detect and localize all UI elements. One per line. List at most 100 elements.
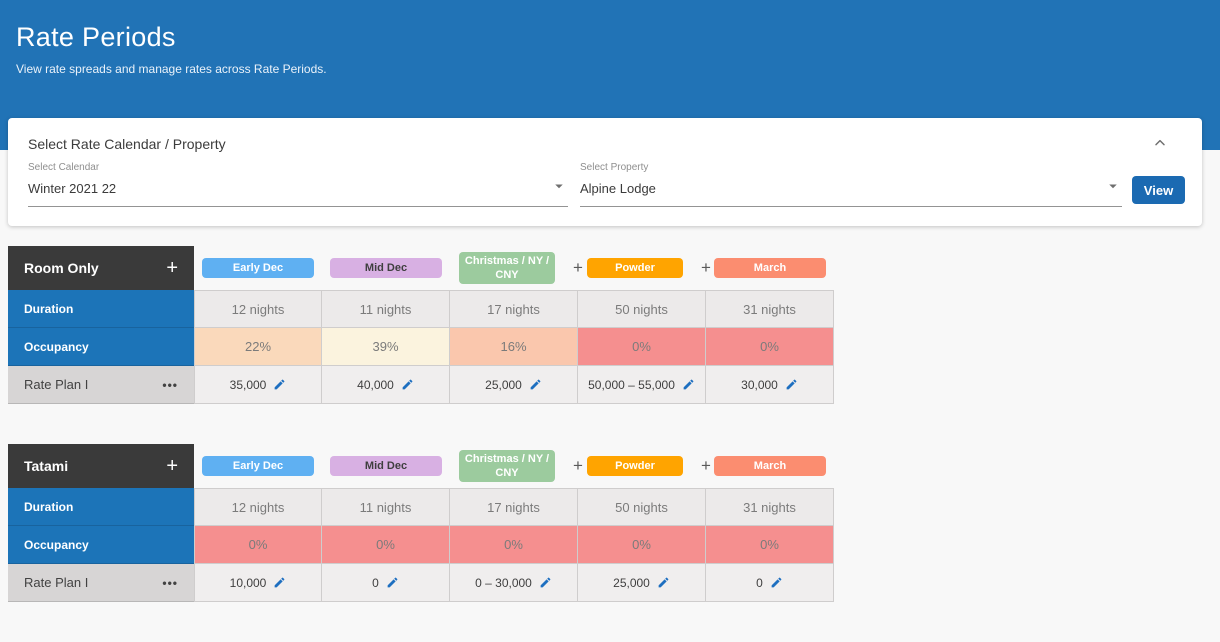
rate-value: 0	[756, 575, 763, 590]
period-chip-march[interactable]: March	[714, 456, 826, 476]
period-cell: Powder +	[578, 246, 711, 290]
period-cell: Early Dec	[194, 444, 322, 488]
add-period-button[interactable]: +	[573, 456, 583, 475]
duration-cell: 31 nights	[706, 290, 834, 328]
occupancy-row-label: Occupancy	[8, 526, 194, 564]
section-name: Room Only	[24, 260, 99, 276]
period-cell: March	[706, 444, 834, 488]
duration-cell: 17 nights	[450, 488, 578, 526]
period-cell: March	[706, 246, 834, 290]
page-title: Rate Periods	[16, 22, 176, 52]
collapse-card-button[interactable]	[1148, 132, 1172, 156]
property-select[interactable]: Select Property Alpine Lodge	[580, 162, 1122, 207]
rate-plan-row-label: Rate Plan I •••	[8, 564, 194, 602]
rate-cell[interactable]: 40,000	[322, 366, 450, 404]
rate-cell[interactable]: 50,000 – 55,000	[578, 366, 706, 404]
occupancy-cell: 0%	[322, 526, 450, 564]
page-subtitle: View rate spreads and manage rates acros…	[16, 62, 327, 76]
calendar-select-value: Winter 2021 22	[28, 181, 117, 196]
period-chip-christmas[interactable]: Christmas / NY / CNY	[459, 251, 555, 285]
period-cell: Early Dec	[194, 246, 322, 290]
rate-cell[interactable]: 0 – 30,000	[450, 564, 578, 602]
period-chip-christmas[interactable]: Christmas / NY / CNY	[459, 449, 555, 483]
period-chip-powder[interactable]: Powder	[587, 258, 683, 278]
dropdown-arrow-icon	[1104, 177, 1122, 200]
rate-cell[interactable]: 25,000	[578, 564, 706, 602]
edit-rate-icon[interactable]	[770, 576, 783, 589]
add-rate-plan-button[interactable]: +	[166, 257, 178, 279]
edit-rate-icon[interactable]	[386, 576, 399, 589]
chevron-up-icon	[1152, 135, 1168, 154]
section-name: Tatami	[24, 458, 69, 474]
rate-value: 35,000	[229, 377, 267, 392]
duration-cell: 11 nights	[322, 290, 450, 328]
edit-rate-icon[interactable]	[682, 378, 695, 391]
calendar-select-label: Select Calendar	[28, 162, 100, 173]
duration-cell: 50 nights	[578, 290, 706, 328]
add-period-button[interactable]: +	[573, 258, 583, 277]
edit-rate-icon[interactable]	[529, 378, 542, 391]
duration-cell: 11 nights	[322, 488, 450, 526]
edit-rate-icon[interactable]	[785, 378, 798, 391]
rate-plan-name: Rate Plan I	[24, 575, 89, 590]
occupancy-row-label: Occupancy	[8, 328, 194, 366]
view-button[interactable]: View	[1132, 176, 1185, 204]
rate-cell[interactable]: 25,000	[450, 366, 578, 404]
period-cell: Mid Dec	[322, 444, 450, 488]
edit-rate-icon[interactable]	[401, 378, 414, 391]
occupancy-cell: 22%	[194, 328, 322, 366]
duration-row-label: Duration	[8, 488, 194, 526]
occupancy-cell: 0%	[706, 526, 834, 564]
period-chip-march[interactable]: March	[714, 258, 826, 278]
period-cell: Christmas / NY / CNY +	[450, 444, 583, 488]
property-select-control[interactable]: Alpine Lodge	[580, 177, 1122, 207]
dropdown-arrow-icon	[550, 177, 568, 200]
filter-card-title: Select Rate Calendar / Property	[28, 136, 226, 152]
period-cell: Mid Dec	[322, 246, 450, 290]
rate-cell[interactable]: 0	[706, 564, 834, 602]
rate-cell[interactable]: 35,000	[194, 366, 322, 404]
add-period-button[interactable]: +	[701, 456, 711, 475]
rate-plan-row-label: Rate Plan I •••	[8, 366, 194, 404]
occupancy-cell: 0%	[194, 526, 322, 564]
rate-value: 25,000	[485, 377, 522, 392]
period-chip-early-dec[interactable]: Early Dec	[202, 456, 314, 476]
occupancy-cell: 0%	[450, 526, 578, 564]
rate-plan-menu-icon[interactable]: •••	[162, 575, 178, 590]
period-chip-mid-dec[interactable]: Mid Dec	[330, 456, 442, 476]
occupancy-cell: 0%	[706, 328, 834, 366]
rate-plan-name: Rate Plan I	[24, 377, 89, 392]
period-cell: Christmas / NY / CNY +	[450, 246, 583, 290]
property-select-label: Select Property	[580, 162, 649, 173]
calendar-select-control[interactable]: Winter 2021 22	[28, 177, 568, 207]
period-chip-mid-dec[interactable]: Mid Dec	[330, 258, 442, 278]
rate-calendar-filter-card: Select Rate Calendar / Property Select C…	[8, 118, 1202, 226]
duration-cell: 12 nights	[194, 290, 322, 328]
edit-rate-icon[interactable]	[657, 576, 670, 589]
rate-plan-menu-icon[interactable]: •••	[162, 377, 178, 392]
rate-value: 0 – 30,000	[475, 575, 532, 590]
rate-value: 50,000 – 55,000	[588, 377, 675, 392]
duration-cell: 12 nights	[194, 488, 322, 526]
rate-value: 30,000	[741, 377, 778, 392]
edit-rate-icon[interactable]	[273, 378, 286, 391]
duration-cell: 31 nights	[706, 488, 834, 526]
rate-cell[interactable]: 10,000	[194, 564, 322, 602]
section-room-only: Room Only + Early Dec Mid Dec Christmas …	[8, 246, 834, 404]
add-period-button[interactable]: +	[701, 258, 711, 277]
rate-cell[interactable]: 0	[322, 564, 450, 602]
period-chip-powder[interactable]: Powder	[587, 456, 683, 476]
rate-value: 40,000	[357, 377, 394, 392]
add-rate-plan-button[interactable]: +	[166, 455, 178, 477]
edit-rate-icon[interactable]	[539, 576, 552, 589]
rate-value: 0	[372, 575, 379, 590]
period-chip-early-dec[interactable]: Early Dec	[202, 258, 314, 278]
rate-period-tables: Room Only + Early Dec Mid Dec Christmas …	[8, 246, 834, 642]
rate-cell[interactable]: 30,000	[706, 366, 834, 404]
duration-cell: 17 nights	[450, 290, 578, 328]
section-header: Room Only +	[8, 246, 194, 290]
duration-row-label: Duration	[8, 290, 194, 328]
edit-rate-icon[interactable]	[273, 576, 286, 589]
rate-value: 10,000	[229, 575, 267, 590]
calendar-select[interactable]: Select Calendar Winter 2021 22	[28, 162, 568, 207]
